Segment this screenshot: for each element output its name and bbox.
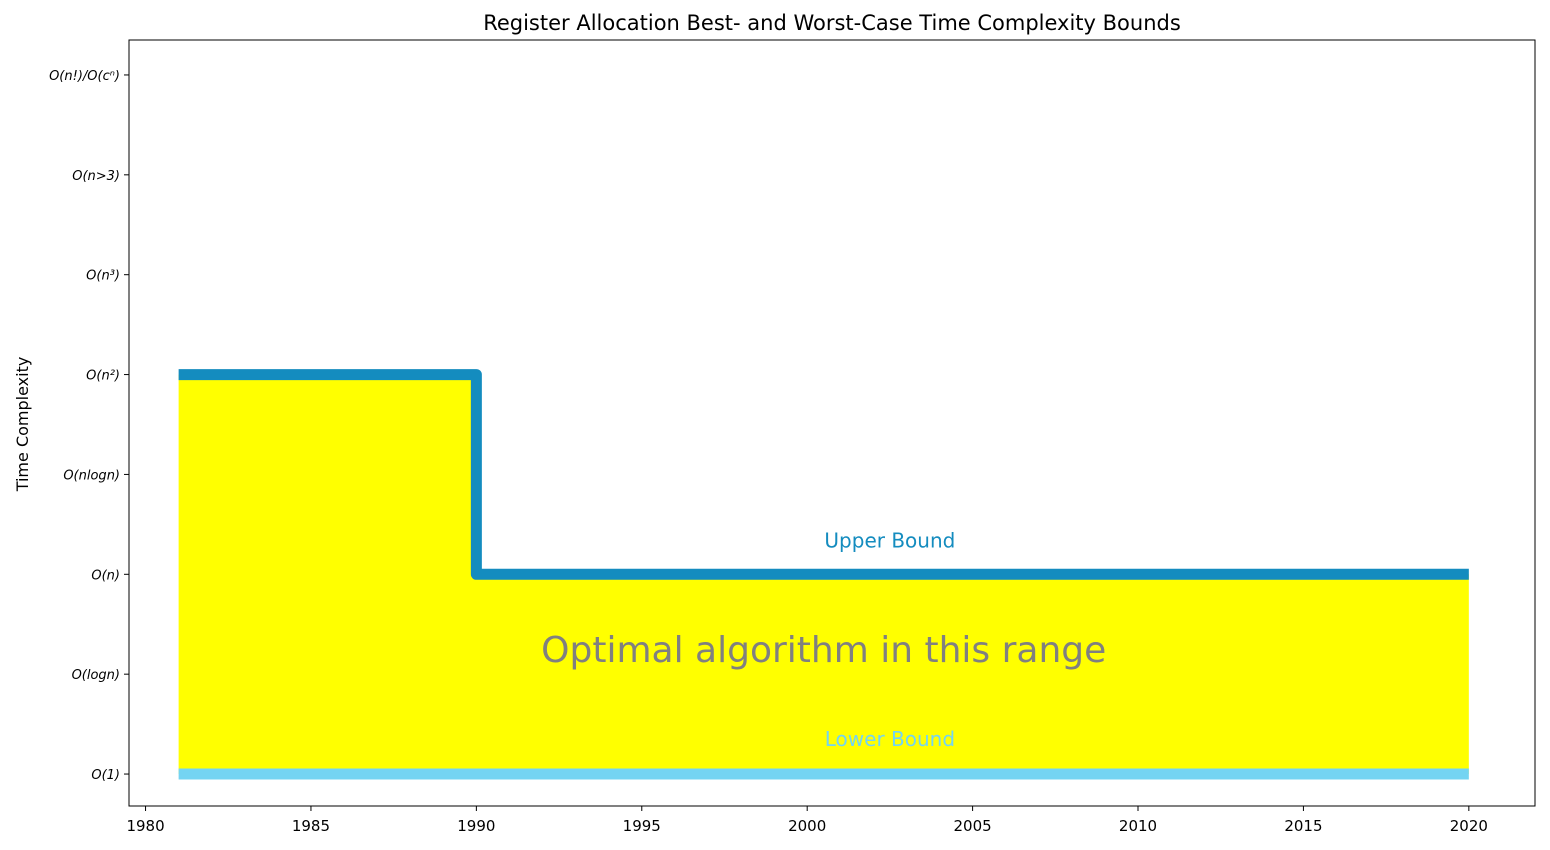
x-tick-label: 1995 (623, 817, 661, 835)
x-tick-label: 2015 (1284, 817, 1322, 835)
y-tick-label: O(nlogn) (63, 468, 120, 483)
x-tick-label: 1985 (292, 817, 330, 835)
y-tick-label: O(n) (91, 568, 120, 583)
plot-area: 1980 1985 1990 1995 2000 2005 2010 2015 2020 O(1)… (49, 39, 1536, 835)
lower-bound-label: Lower Bound (825, 727, 955, 751)
y-tick-label: O(n²) (86, 369, 120, 384)
y-tick-label: O(n!)/O(cⁿ) (49, 69, 120, 84)
x-tick-label: 2020 (1450, 817, 1488, 835)
upper-bound-line (178, 369, 1469, 580)
x-tick-label: 2010 (1119, 817, 1157, 835)
optimal-range-label: Optimal algorithm in this range (541, 630, 1106, 671)
x-tick-label: 1980 (126, 817, 164, 835)
y-axis-label: Time Complexity (13, 357, 32, 493)
x-tick-label: 2005 (954, 817, 992, 835)
x-tick-label: 1990 (457, 817, 495, 835)
y-tick-label: O(1) (91, 768, 120, 783)
y-tick-label: O(logn) (72, 668, 120, 683)
x-tick-label: 2000 (788, 817, 826, 835)
upper-bound-label: Upper Bound (824, 528, 955, 552)
y-tick-label: O(n>3) (72, 169, 120, 184)
y-tick-label: O(n³) (86, 269, 120, 284)
plot-frame (128, 39, 1536, 807)
chart-title: Register Allocation Best- and Worst-Case… (483, 11, 1181, 35)
